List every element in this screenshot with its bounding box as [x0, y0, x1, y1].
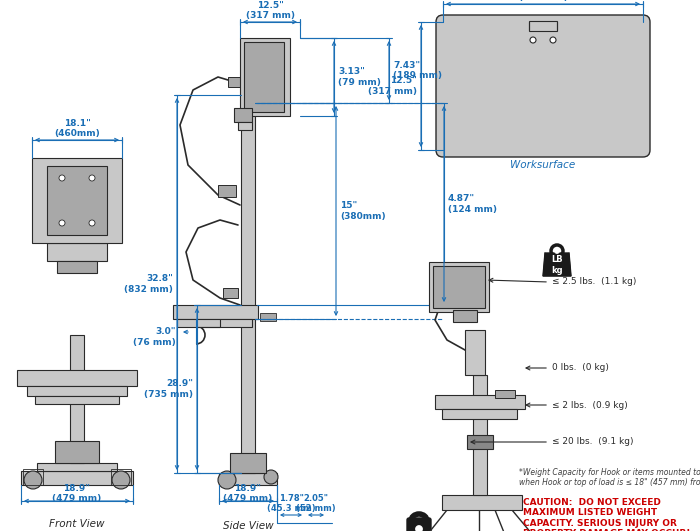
Text: 12.5"
(317 mm): 12.5" (317 mm) — [246, 1, 295, 20]
Bar — [35, 396, 119, 404]
Text: 0 lbs.  (0 kg): 0 lbs. (0 kg) — [552, 364, 609, 373]
Bar — [177, 319, 252, 327]
Text: CAUTION:  DO NOT EXCEED
MAXIMUM LISTED WEIGHT
CAPACITY. SERIOUS INJURY OR
PROPER: CAUTION: DO NOT EXCEED MAXIMUM LISTED WE… — [523, 498, 690, 531]
Bar — [465, 330, 485, 375]
Circle shape — [218, 471, 236, 489]
Bar — [529, 21, 557, 31]
Circle shape — [89, 175, 95, 181]
Text: 7.43"
(189 mm): 7.43" (189 mm) — [393, 61, 442, 80]
Bar — [57, 261, 97, 273]
Bar — [17, 370, 137, 386]
Bar — [442, 495, 522, 510]
Text: 32.8"
(832 mm): 32.8" (832 mm) — [124, 275, 173, 294]
Circle shape — [59, 220, 65, 226]
Text: ≤ 2 lbs.  (0.9 kg): ≤ 2 lbs. (0.9 kg) — [552, 400, 628, 409]
Bar — [238, 122, 252, 130]
Text: Front View: Front View — [49, 519, 105, 529]
Text: ≤ 2.5 lbs.  (1.1 kg): ≤ 2.5 lbs. (1.1 kg) — [552, 278, 636, 287]
Text: 18.1"
(460mm): 18.1" (460mm) — [54, 118, 100, 138]
Bar — [219, 473, 277, 485]
Bar — [467, 435, 493, 449]
Bar — [47, 166, 107, 235]
Bar — [173, 305, 258, 319]
Bar — [23, 469, 43, 485]
Bar — [234, 108, 252, 122]
Bar — [435, 395, 525, 409]
Circle shape — [59, 175, 65, 181]
Bar — [433, 266, 485, 308]
Bar — [70, 335, 84, 463]
Bar — [244, 42, 284, 112]
Circle shape — [89, 220, 95, 226]
Text: 4.87"
(124 mm): 4.87" (124 mm) — [448, 194, 497, 213]
Text: 1.78"
(45.3 mm): 1.78" (45.3 mm) — [267, 494, 315, 513]
Text: 2.05"
(52 mm): 2.05" (52 mm) — [296, 494, 336, 513]
Text: ≤ 20 lbs.  (9.1 kg): ≤ 20 lbs. (9.1 kg) — [552, 438, 634, 447]
Bar — [218, 185, 236, 197]
Bar — [37, 463, 117, 471]
Text: Worksurface: Worksurface — [510, 160, 575, 170]
FancyBboxPatch shape — [407, 518, 431, 531]
Circle shape — [24, 471, 42, 489]
Bar — [453, 310, 477, 322]
Bar — [32, 158, 122, 243]
Text: 3.13"
(79 mm): 3.13" (79 mm) — [338, 67, 381, 87]
Text: 18.1"
(460 mm): 18.1" (460 mm) — [519, 0, 568, 2]
Bar — [495, 390, 515, 398]
Bar — [473, 375, 487, 495]
Circle shape — [112, 471, 130, 489]
Bar — [111, 469, 131, 485]
Bar — [47, 243, 107, 261]
FancyBboxPatch shape — [436, 15, 650, 157]
Circle shape — [550, 37, 556, 43]
Bar — [27, 386, 127, 396]
Circle shape — [554, 249, 559, 253]
Bar — [260, 313, 276, 321]
Circle shape — [264, 470, 278, 484]
Text: 12.5"
(317 mm): 12.5" (317 mm) — [368, 76, 417, 96]
Bar — [240, 38, 290, 116]
Text: 28.9"
(735 mm): 28.9" (735 mm) — [144, 379, 193, 399]
Bar — [230, 453, 266, 473]
Polygon shape — [543, 253, 571, 276]
Circle shape — [416, 526, 423, 531]
Bar — [442, 409, 517, 419]
Text: *Weight Capacity for Hook or items mounted to back Slot
when Hook or top of load: *Weight Capacity for Hook or items mount… — [519, 468, 700, 487]
Text: 15"
(380mm): 15" (380mm) — [340, 201, 386, 221]
Bar — [223, 288, 238, 298]
Bar — [21, 471, 133, 485]
Bar — [228, 77, 246, 87]
Text: 18.9"
(479 mm): 18.9" (479 mm) — [52, 484, 102, 503]
Circle shape — [530, 37, 536, 43]
Text: LB
kg: LB kg — [551, 255, 563, 275]
Text: Side View: Side View — [223, 521, 273, 531]
Bar — [241, 95, 255, 473]
Text: 3.0"
(76 mm): 3.0" (76 mm) — [133, 327, 176, 347]
Bar — [429, 262, 489, 312]
Bar — [55, 441, 99, 463]
Text: 18.9"
(479 mm): 18.9" (479 mm) — [223, 484, 272, 503]
